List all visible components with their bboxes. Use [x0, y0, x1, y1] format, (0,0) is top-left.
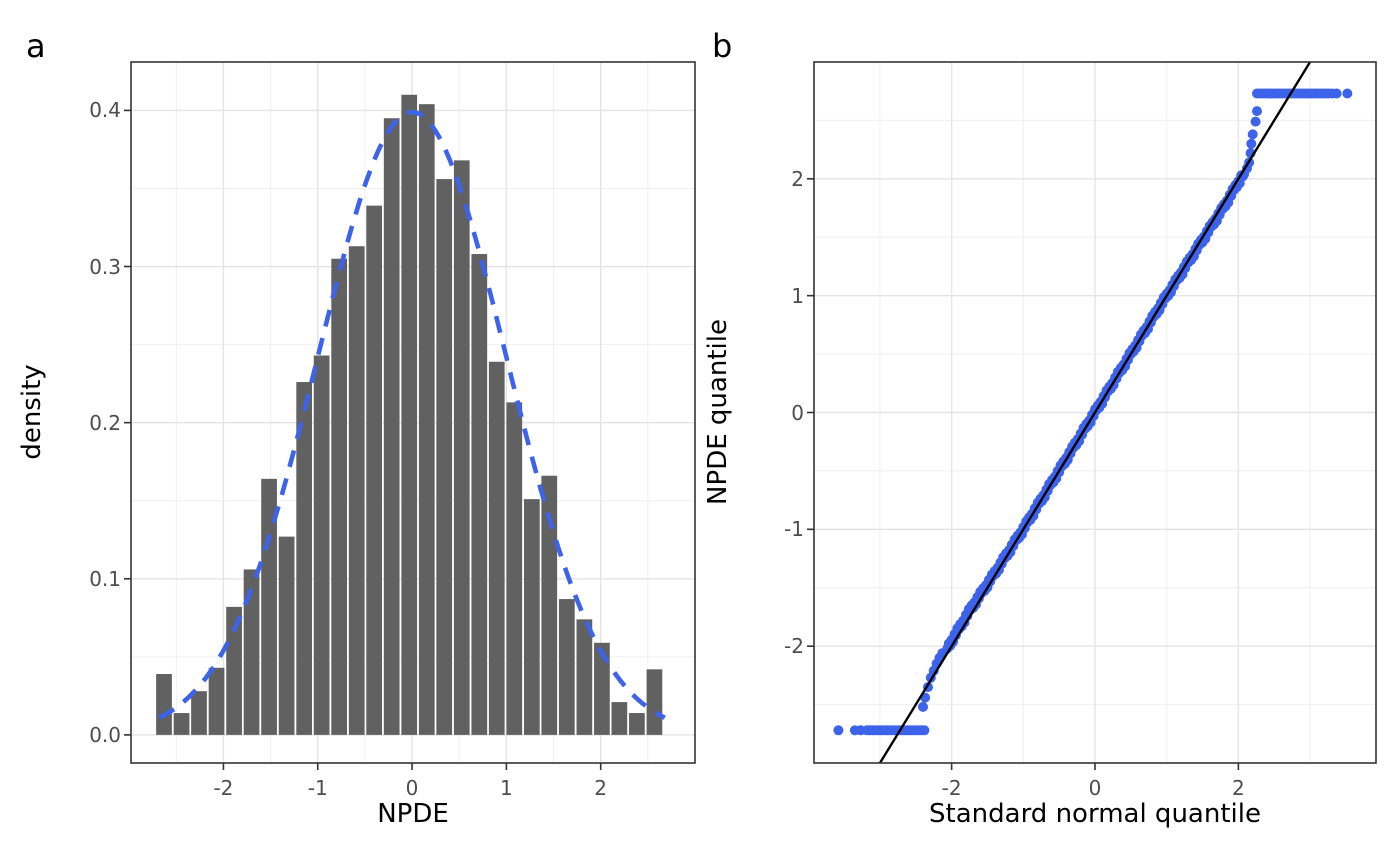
histogram-bar [471, 254, 488, 735]
panel-a-x-tick-label: -2 [213, 776, 234, 800]
histogram-bar [541, 475, 558, 735]
qq-point [833, 725, 844, 736]
panel-a-y-tick-label: 0.0 [89, 722, 121, 747]
qq-panel [807, 61, 1377, 770]
histogram-bar [296, 382, 313, 735]
histogram-bar [208, 667, 225, 735]
panel-b-x-axis-title: Standard normal quantile [929, 799, 1261, 829]
panel-b-y-tick-label: 0 [791, 400, 804, 425]
histogram-bar [313, 355, 330, 735]
normal-density-curve [158, 109, 666, 720]
panel-b-y-tick-label: -1 [784, 517, 804, 542]
histogram-bar [401, 94, 418, 735]
qq-point [1250, 116, 1261, 127]
histogram-bar [156, 674, 172, 735]
histogram-bar [506, 402, 523, 735]
histogram-bar [418, 104, 435, 735]
histogram-bar [594, 642, 610, 735]
histogram-bar [383, 118, 400, 735]
histogram-bar [436, 179, 453, 735]
identity-reference-line [878, 61, 1312, 764]
histogram-bar [629, 713, 645, 735]
panel-a-border [130, 61, 696, 764]
histogram-bar [558, 599, 575, 735]
histogram-bar [278, 536, 295, 735]
panel-b-y-tick-label: 1 [791, 283, 804, 308]
qq-point [855, 725, 866, 736]
panel-a-x-tick-label: 2 [594, 776, 608, 800]
qq-point [919, 725, 930, 736]
histogram-bar [191, 691, 207, 735]
histogram-bar [611, 702, 628, 735]
panel-a-y-tick-label: 0.3 [89, 254, 121, 279]
histogram-bars [156, 94, 663, 735]
histogram-bar [646, 669, 663, 735]
panel-a-letter: a [26, 27, 46, 65]
panel-b-x-tick-label: -2 [941, 776, 962, 800]
qq-point [1252, 106, 1262, 117]
panel-b-x-tick-label: 0 [1088, 776, 1102, 800]
histogram-bar [576, 619, 593, 735]
panel-b-y-axis-title: NPDE quantile [703, 319, 733, 505]
histogram-panel [124, 61, 696, 770]
panel-b-x-tick-label: 2 [1231, 776, 1245, 800]
histogram-bar [226, 606, 242, 735]
panel-b-y-tick-label: -2 [784, 634, 804, 659]
qq-point [1247, 129, 1258, 140]
qq-point [918, 701, 928, 712]
panel-a-y-tick-label: 0.1 [89, 566, 121, 591]
panel-a-y-tick-label: 0.2 [89, 410, 121, 435]
panel-b-letter: b [712, 27, 733, 65]
histogram-bar [331, 258, 348, 735]
qq-point [1342, 88, 1353, 99]
panel-b-y-tick-label: 2 [791, 166, 804, 191]
histogram-bar [173, 713, 190, 735]
panel-a-x-axis-title: NPDE [377, 799, 449, 829]
histogram-bar [366, 205, 382, 735]
qq-point [1246, 138, 1257, 149]
qq-point [1331, 88, 1342, 99]
histogram-bar [243, 569, 260, 735]
panel-a-y-axis-title: density [17, 364, 47, 460]
histogram-bar [348, 246, 365, 735]
panel-a-y-tick-label: 0.4 [89, 98, 121, 123]
histogram-bar [488, 361, 505, 735]
histogram-bar [523, 499, 540, 735]
histogram-bar [453, 160, 470, 735]
panel-a-x-tick-label: 0 [405, 776, 419, 800]
panel-a-x-tick-label: 1 [499, 776, 513, 800]
panel-a-x-tick-label: -1 [307, 776, 328, 800]
